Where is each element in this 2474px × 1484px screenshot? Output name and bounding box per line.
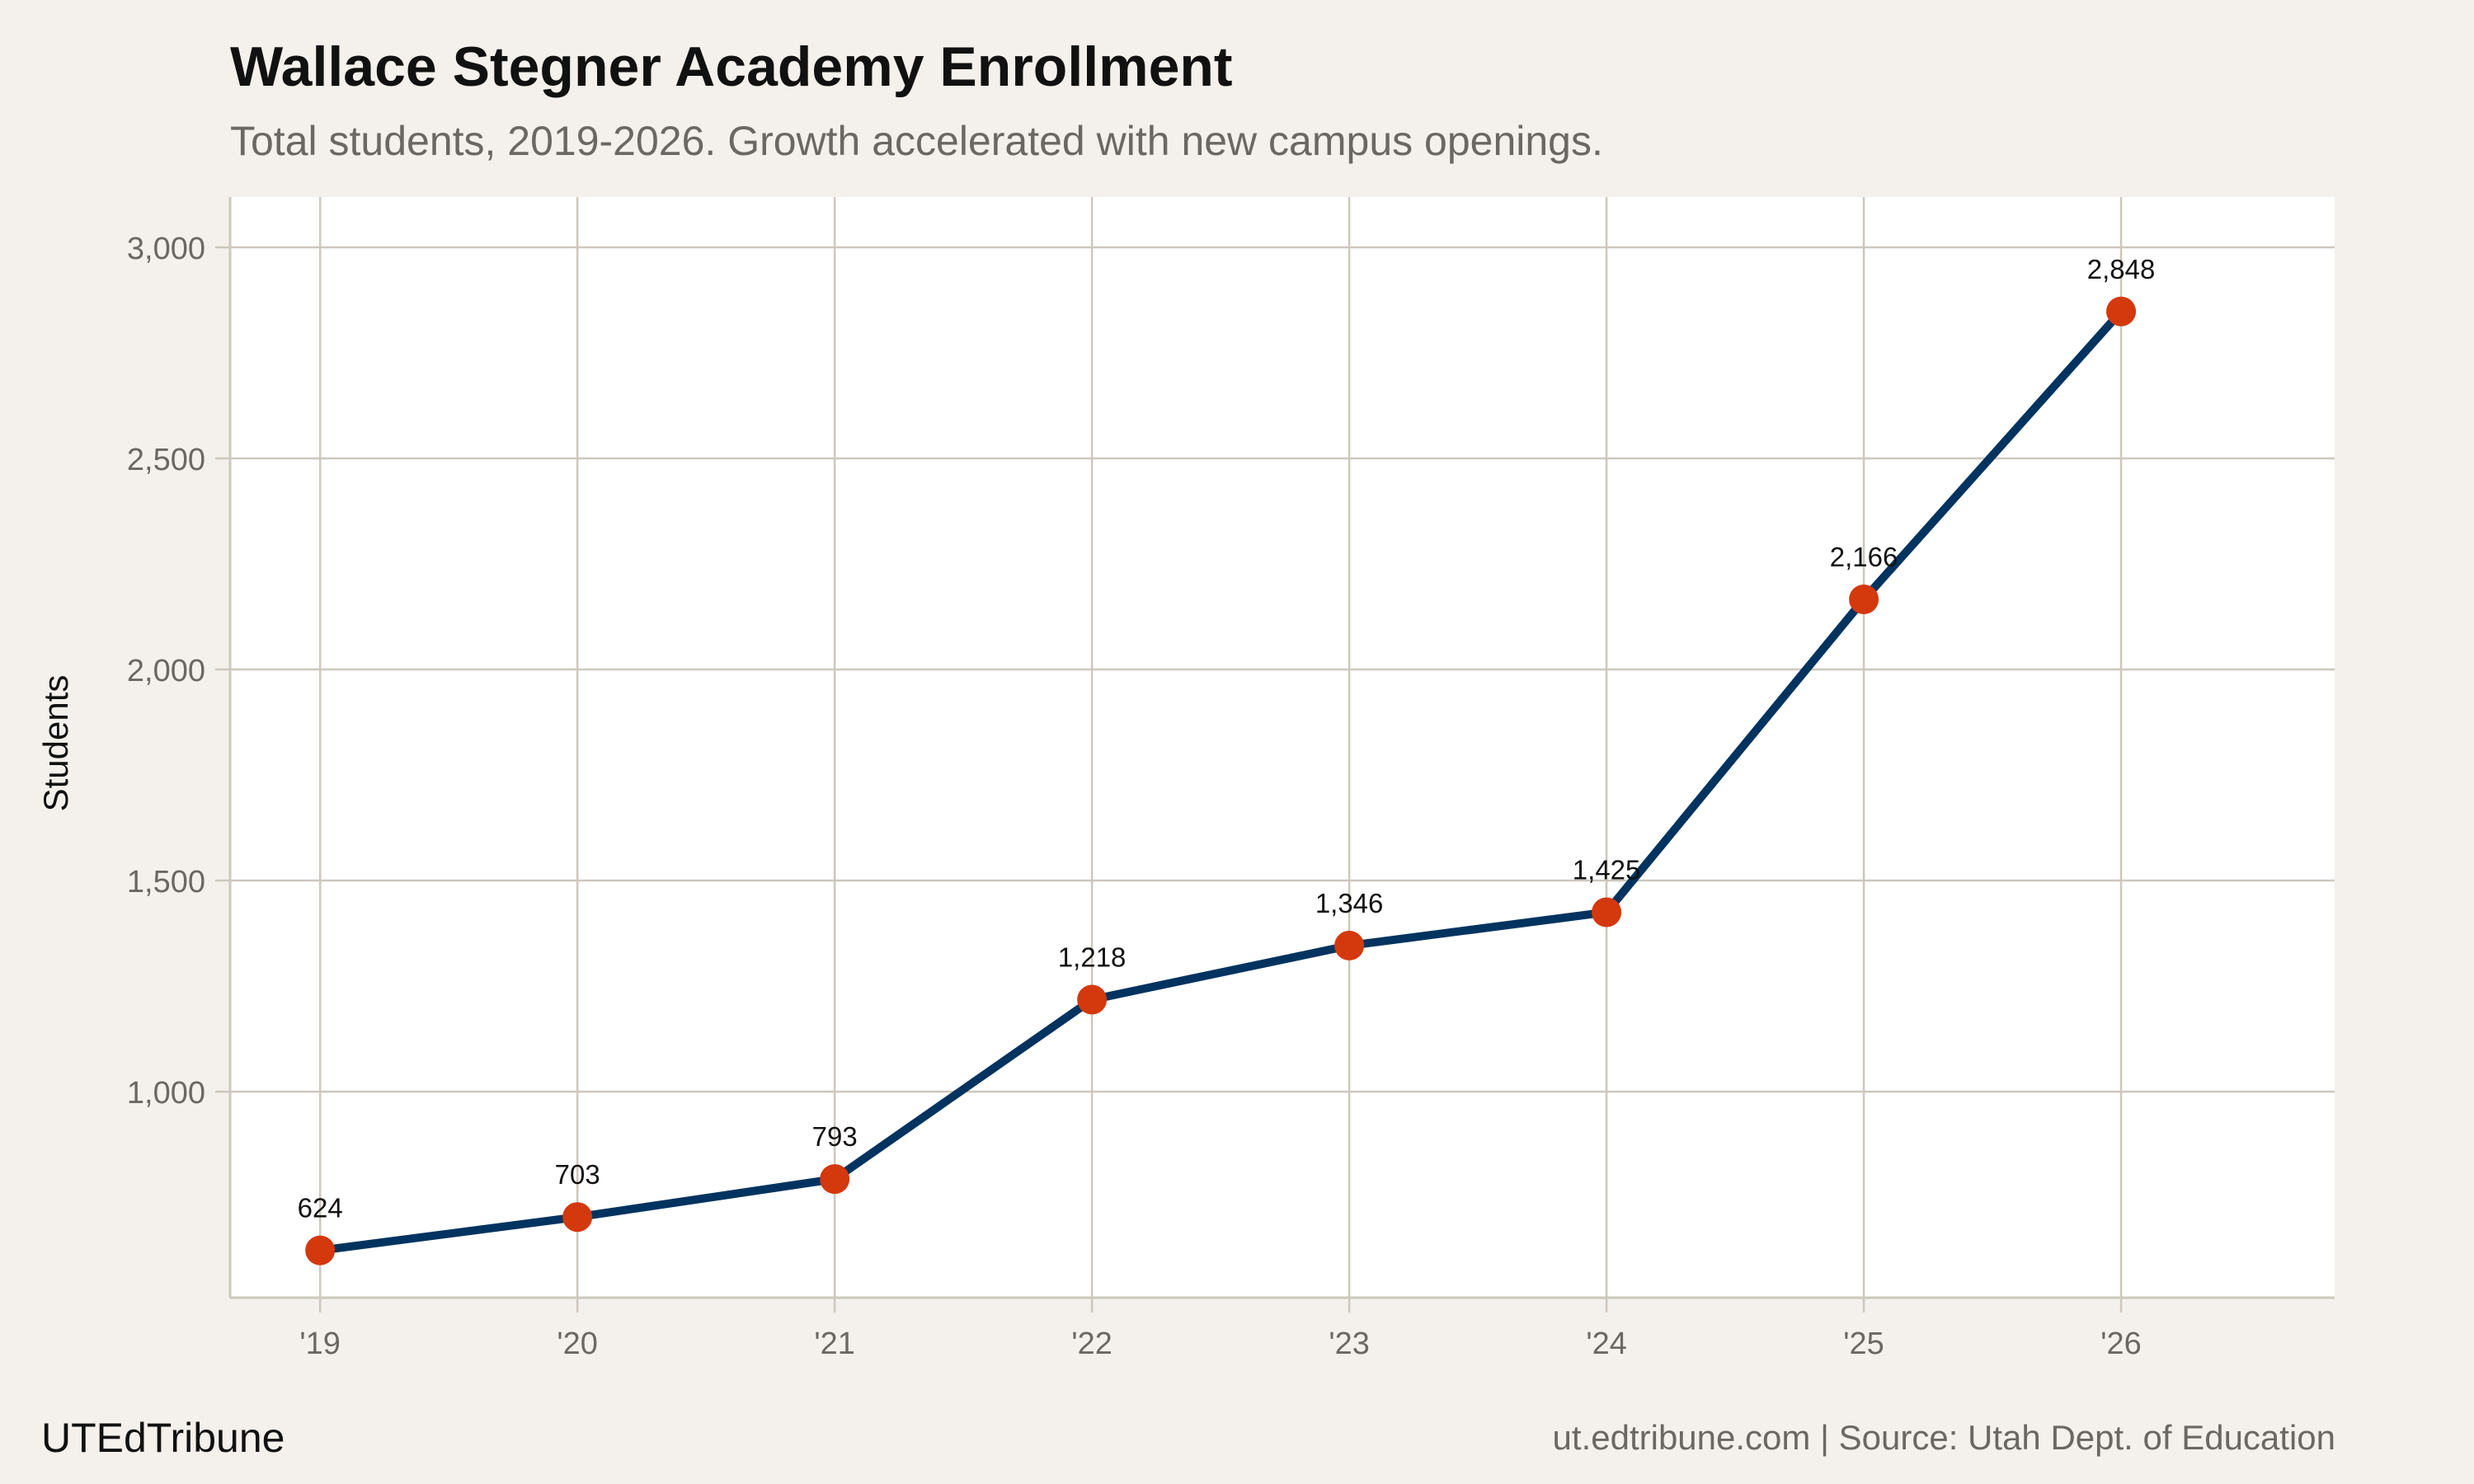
chart-title: Wallace Stegner Academy Enrollment <box>230 35 1233 98</box>
source-credit: ut.edtribune.com | Source: Utah Dept. of… <box>1552 1418 2335 1457</box>
series-line <box>319 308 2124 1255</box>
y-axis-title: Students <box>36 675 75 812</box>
x-tick-label: '22 <box>1071 1327 1112 1361</box>
data-point <box>820 1164 850 1195</box>
y-tick-label: 3,000 <box>127 232 205 266</box>
data-label: 1,346 <box>1315 888 1384 918</box>
brand-logo-text: UTEdTribune <box>41 1415 285 1461</box>
data-label: 2,848 <box>2087 254 2156 284</box>
x-tick-label: '21 <box>814 1327 855 1361</box>
x-tick-label: '25 <box>1843 1327 1884 1361</box>
data-point <box>1592 897 1622 928</box>
x-tick-label: '23 <box>1329 1327 1370 1361</box>
data-point <box>1849 585 1879 615</box>
x-tick-label: '24 <box>1586 1327 1627 1361</box>
y-tick-label: 2,000 <box>127 654 205 688</box>
y-tick-label: 2,500 <box>127 443 205 477</box>
data-point <box>305 1235 336 1266</box>
data-label: 793 <box>812 1121 858 1152</box>
plot-panel <box>230 197 2335 1298</box>
data-label: 1,425 <box>1573 854 1641 885</box>
x-tick-label: '19 <box>299 1327 341 1361</box>
data-point <box>1334 930 1365 960</box>
data-label: 2,166 <box>1830 542 1898 572</box>
data-label: 1,218 <box>1058 942 1126 972</box>
y-tick-label: 1,000 <box>127 1076 205 1111</box>
data-point <box>562 1202 593 1233</box>
x-tick-label: '20 <box>557 1327 598 1361</box>
data-point <box>2106 296 2137 326</box>
y-tick-label: 1,500 <box>127 865 205 899</box>
x-tick-label: '26 <box>2100 1327 2142 1361</box>
data-label: 624 <box>298 1193 343 1223</box>
data-label: 703 <box>555 1159 600 1190</box>
data-point <box>1077 984 1108 1015</box>
chart-subtitle: Total students, 2019-2026. Growth accele… <box>230 118 1603 164</box>
